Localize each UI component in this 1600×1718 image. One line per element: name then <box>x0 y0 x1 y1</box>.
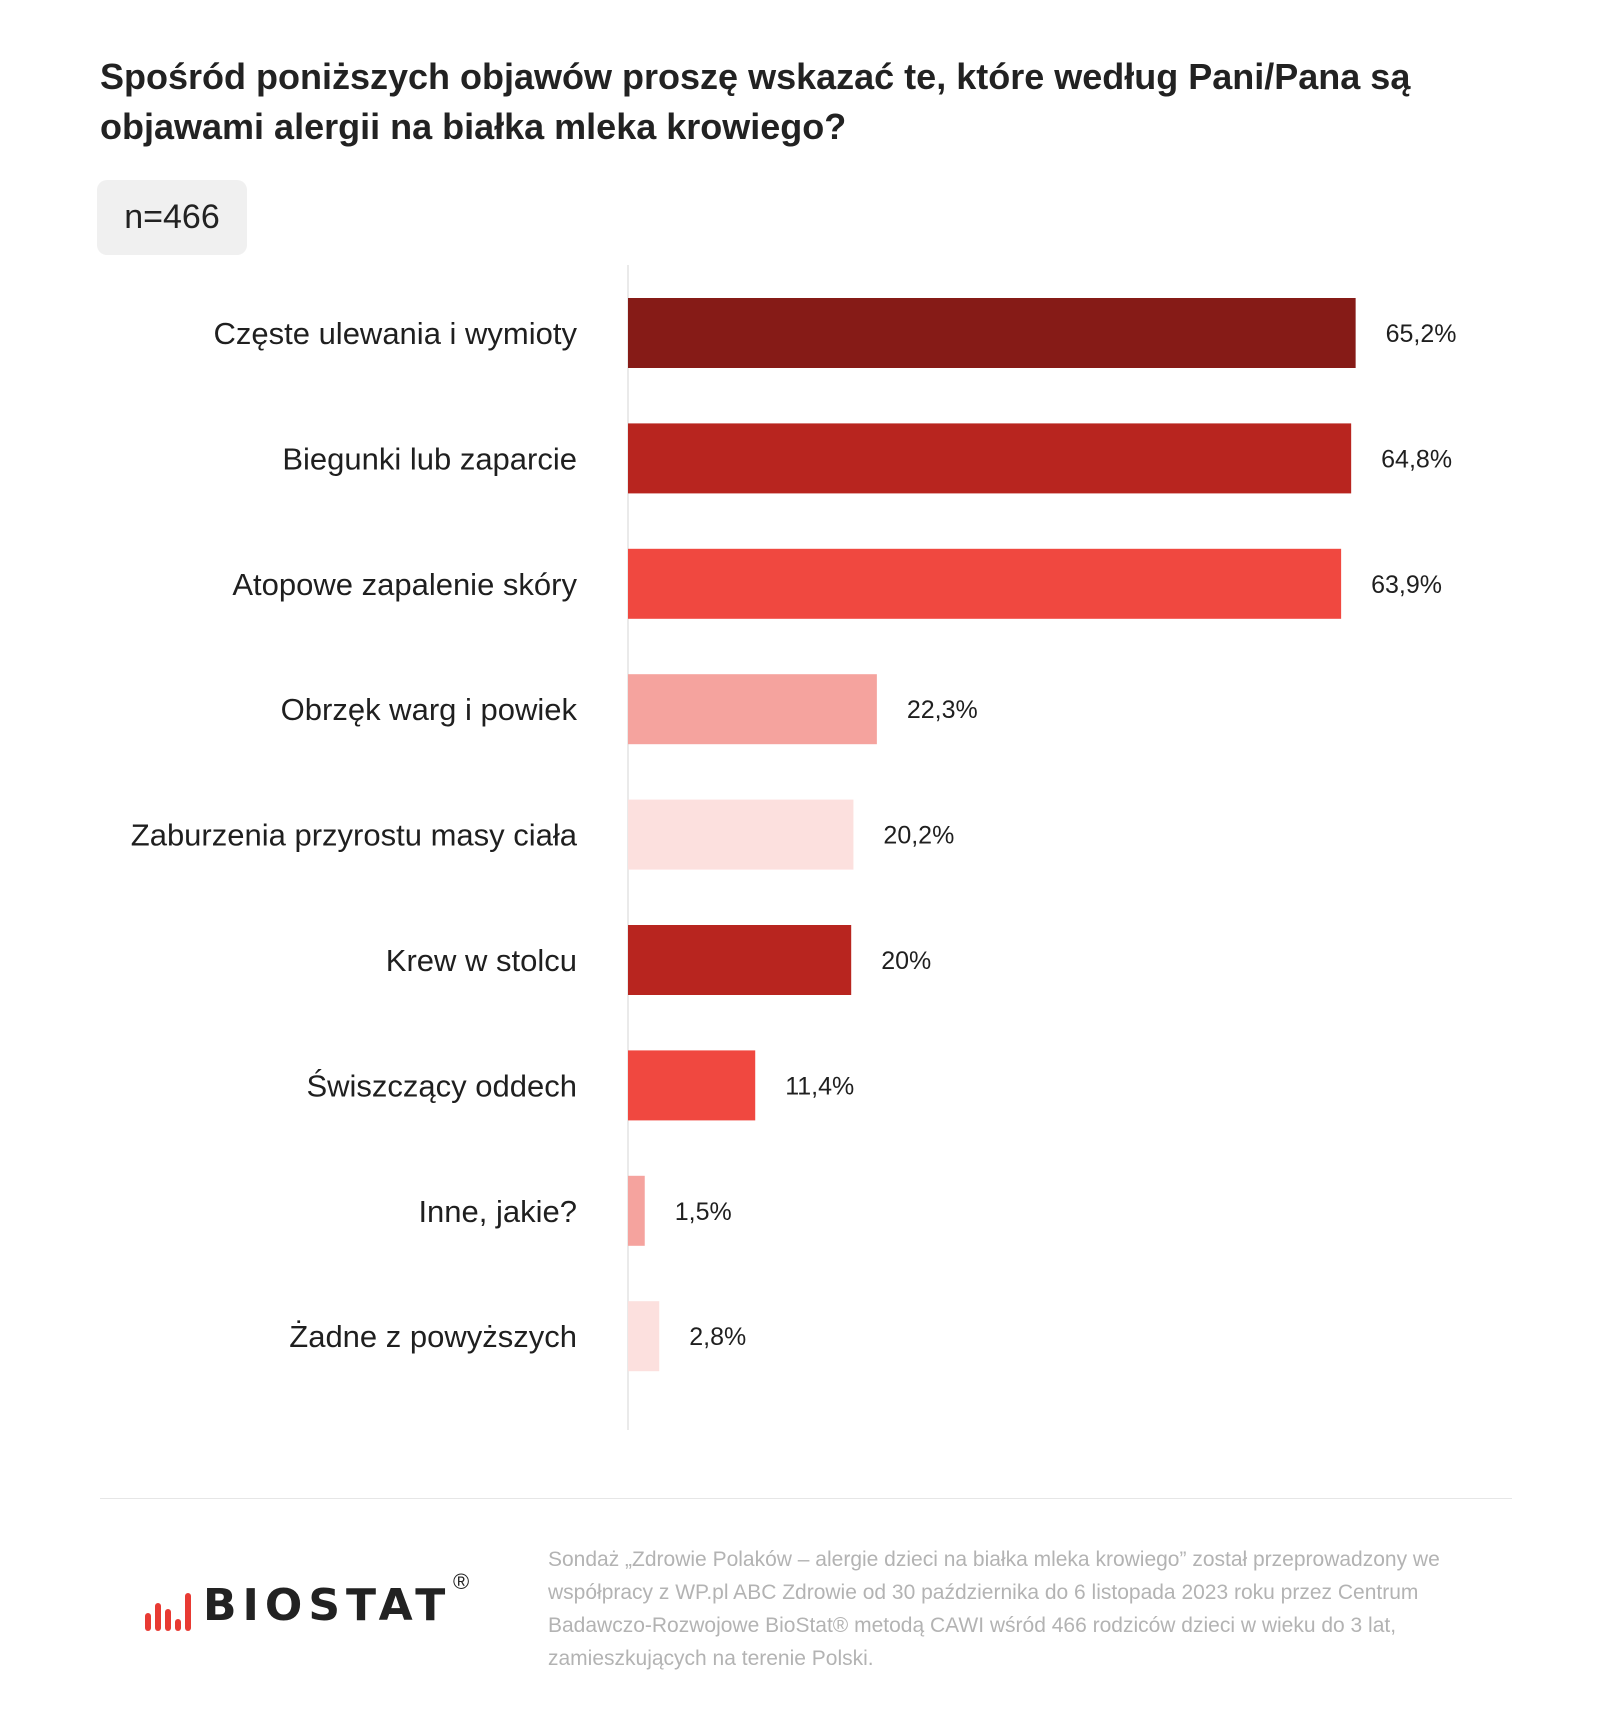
bar <box>628 298 1356 368</box>
category-label: Atopowe zapalenie skóry <box>232 567 577 602</box>
logo-text: BIOSTAT <box>203 1580 452 1631</box>
bar <box>628 1175 645 1246</box>
category-label: Żadne z powyższych <box>289 1319 577 1354</box>
value-label: 20,2% <box>883 822 954 850</box>
bar-chart: Częste ulewania i wymioty 65,2% Biegunki l… <box>131 265 1457 1430</box>
value-label: 11,4% <box>785 1072 854 1100</box>
value-label: 65,2% <box>1386 320 1457 348</box>
category-label: Świszczący oddech <box>306 1067 577 1103</box>
logo-bars-icon <box>145 1593 191 1631</box>
bar <box>628 423 1352 494</box>
value-label: 63,9% <box>1371 571 1442 599</box>
chart-title: Spośród poniższych objawów proszę wskaza… <box>100 56 1411 147</box>
category-label: Zaburzenia przyrostu masy ciała <box>131 818 578 853</box>
category-label: Krew w stolcu <box>386 943 577 978</box>
bar <box>628 674 877 745</box>
category-label: Częste ulewania i wymioty <box>213 316 577 351</box>
value-label: 2,8% <box>689 1323 746 1351</box>
value-label: 20% <box>881 947 931 975</box>
biostat-logo: BIOSTAT ® <box>145 1569 485 1645</box>
bar <box>628 1050 756 1121</box>
bar <box>628 799 854 870</box>
sample-size-badge: n=466 <box>97 180 247 255</box>
category-label: Inne, jakie? <box>418 1194 577 1229</box>
category-label: Obrzęk warg i powiek <box>281 692 578 727</box>
value-label: 1,5% <box>675 1198 732 1226</box>
footer-divider <box>100 1498 1512 1499</box>
value-label: 22,3% <box>907 696 978 724</box>
bar <box>628 925 852 995</box>
value-label: 64,8% <box>1381 445 1452 473</box>
survey-footnote: Sondaż „Zdrowie Polaków – alergie dzieci… <box>548 1548 1440 1670</box>
bar <box>628 1301 660 1372</box>
logo-registered-mark: ® <box>453 1569 470 1594</box>
category-label: Biegunki lub zaparcie <box>282 441 577 476</box>
bar <box>628 548 1342 619</box>
